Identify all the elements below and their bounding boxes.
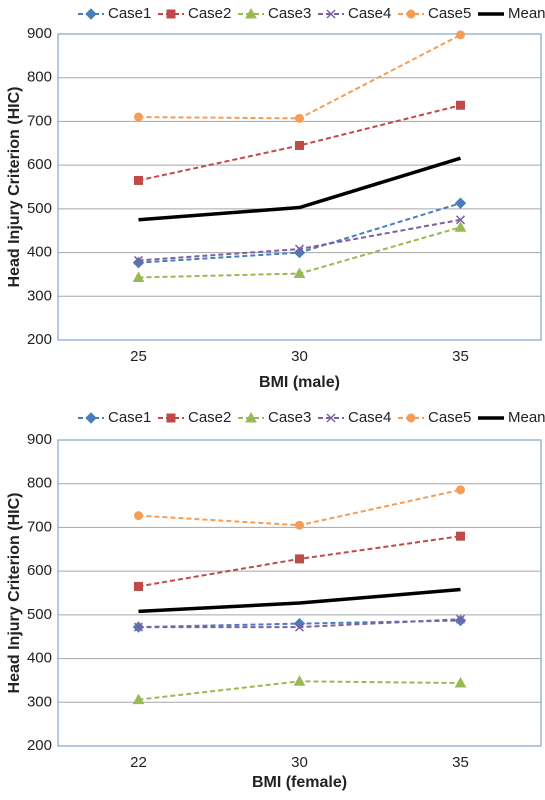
marker <box>454 197 467 209</box>
y-tick-label: 500 <box>27 200 52 217</box>
series-line <box>138 587 461 614</box>
marker <box>456 30 465 40</box>
y-tick-label: 300 <box>27 287 52 304</box>
y-axis-label: Head Injury Criterion (HIC) <box>6 493 23 694</box>
marker <box>294 622 305 632</box>
y-tick-label: 200 <box>27 737 52 754</box>
x-tick-label: 35 <box>452 754 469 771</box>
marker <box>293 675 306 686</box>
marker <box>326 413 336 423</box>
legend-label: Case2 <box>188 5 231 22</box>
y-tick-label: 200 <box>27 331 52 348</box>
marker <box>456 485 465 495</box>
marker <box>295 554 304 564</box>
y-tick-label: 700 <box>27 112 52 129</box>
marker <box>295 520 304 530</box>
marker <box>85 412 97 424</box>
legend-label: Case5 <box>428 409 471 426</box>
x-tick-label: 35 <box>452 348 469 365</box>
legend-label: Case4 <box>348 5 391 22</box>
marker <box>454 614 467 627</box>
marker <box>132 693 145 705</box>
legend-label: Case5 <box>428 5 471 22</box>
legend-label: Case3 <box>268 5 311 22</box>
y-tick-label: 900 <box>27 25 52 42</box>
series-line <box>138 33 461 120</box>
x-tick-label: 22 <box>130 754 147 771</box>
y-tick-label: 600 <box>27 562 52 579</box>
marker <box>134 581 143 591</box>
marker <box>406 413 416 423</box>
marker <box>455 215 466 225</box>
marker <box>133 622 144 632</box>
x-axis-label: BMI (male) <box>259 374 340 391</box>
marker <box>455 614 466 624</box>
x-tick-label: 30 <box>291 754 308 771</box>
legend-label: Mean <box>508 409 545 426</box>
marker <box>166 413 176 423</box>
x-tick-label: 25 <box>130 348 147 365</box>
y-axis-label: Head Injury Criterion (HIC) <box>6 87 23 288</box>
x-tick-label: 30 <box>291 348 308 365</box>
plot-frame <box>57 439 542 747</box>
y-tick-label: 700 <box>27 518 52 535</box>
y-tick-label: 900 <box>27 431 52 448</box>
marker <box>134 511 143 521</box>
y-tick-label: 400 <box>27 650 52 667</box>
marker <box>294 244 305 254</box>
marker <box>454 677 467 688</box>
legend-label: Case4 <box>348 409 391 426</box>
marker <box>134 175 143 185</box>
x-axis-label: BMI (female) <box>252 774 347 791</box>
legend-label: Case3 <box>268 409 311 426</box>
marker <box>245 411 257 423</box>
marker <box>406 9 416 19</box>
plot-frame <box>57 33 542 341</box>
legend-label: Mean <box>508 5 545 22</box>
marker <box>454 221 467 232</box>
marker <box>132 271 145 282</box>
marker <box>134 112 143 122</box>
y-tick-label: 300 <box>27 693 52 710</box>
marker <box>456 531 465 541</box>
series-line <box>138 156 462 222</box>
marker <box>245 7 257 19</box>
legend-label: Case2 <box>188 409 231 426</box>
marker <box>133 255 144 265</box>
marker <box>295 113 304 123</box>
marker <box>295 140 304 150</box>
y-tick-label: 800 <box>27 475 52 492</box>
legend-label: Case1 <box>108 5 151 22</box>
series-line <box>138 488 461 527</box>
legend-label: Case1 <box>108 409 151 426</box>
marker <box>132 256 145 269</box>
marker <box>166 9 176 19</box>
y-tick-label: 800 <box>27 69 52 86</box>
y-tick-label: 500 <box>27 606 52 623</box>
marker <box>293 246 306 259</box>
marker <box>293 267 306 279</box>
marker <box>456 100 465 110</box>
marker <box>326 9 336 19</box>
marker <box>85 8 97 20</box>
y-tick-label: 400 <box>27 244 52 261</box>
y-tick-label: 600 <box>27 156 52 173</box>
